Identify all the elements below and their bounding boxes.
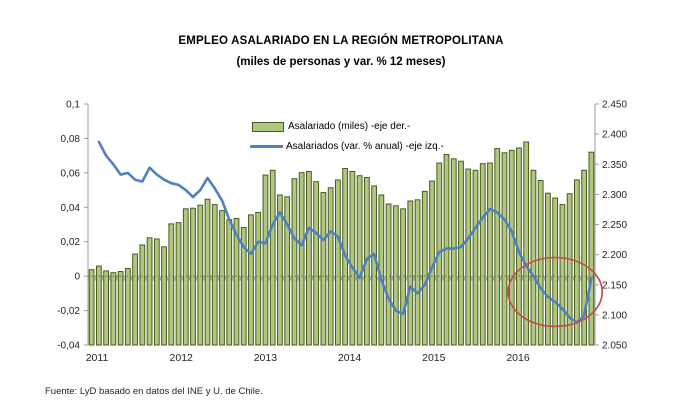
bar [146,237,153,346]
year-label: 2014 [338,352,362,364]
bar [494,148,501,346]
right-axis-label: 2.200 [602,250,627,261]
legend-item-line-series: Asalariados (var. % anual) -eje izq.- [250,141,444,152]
bar [124,267,131,346]
bar [197,204,204,346]
bar [356,175,363,346]
bar [581,169,588,346]
bar [139,244,146,346]
left-axis-label: -0,02 [57,306,80,317]
bar [291,178,298,346]
bar [117,270,124,346]
bar [161,246,167,346]
bar [545,192,551,346]
year-label: 2013 [254,352,278,364]
bar [501,152,508,346]
bar [421,190,428,346]
right-axis-label: 2.150 [602,280,627,291]
bar [552,197,559,346]
bar [306,170,312,346]
right-axis-label: 2.450 [602,100,627,111]
bar [479,163,486,346]
bar [269,169,276,346]
bar [385,203,392,346]
bar [204,198,211,346]
bar [95,265,102,346]
right-axis-label: 2.100 [602,310,627,321]
bar [472,169,479,346]
chart-subtitle: (miles de personas y var. % 12 meses) [236,56,446,68]
bar [530,169,537,346]
bar [255,211,262,346]
year-label: 2016 [506,352,530,364]
left-axis-label: -0,04 [57,341,80,352]
chart-title: EMPLEO ASALARIADO EN LA REGIÓN METROPOLI… [178,35,504,47]
legend-item-bar-series: Asalariado (miles) -eje der.- [252,121,410,132]
bar [175,222,182,346]
bar [219,210,225,346]
bar [334,179,341,346]
bar [414,199,421,346]
bar [559,204,566,346]
bar [182,208,189,346]
bar [588,151,595,346]
bar [132,253,138,346]
bar-series-swatch-icon [252,121,284,132]
bar [88,269,95,346]
bar [465,168,472,346]
bar [153,238,160,346]
year-label: 2012 [170,352,194,364]
left-axis-label: 0,08 [61,134,81,145]
right-axis-label: 2.300 [602,190,627,201]
bar [508,149,515,346]
year-label: 2011 [86,352,109,364]
left-axis-label: 0,06 [61,168,81,179]
bar [240,227,247,346]
bar [277,194,283,346]
left-axis-label: 0,02 [61,237,81,248]
legend-label-line-series: Asalariados (var. % anual) -eje izq.- [286,141,444,152]
bar [407,200,414,346]
bar [248,214,254,346]
bar [566,193,573,346]
bar [262,174,269,346]
year-label: 2015 [422,352,446,364]
bar [103,270,109,346]
bar [327,187,334,346]
bar [313,181,320,346]
line-series-swatch-icon [250,145,283,148]
bar [284,196,291,346]
bar [523,141,530,346]
right-axis-label: 2.400 [602,130,627,141]
left-axis-label: 0 [74,272,80,283]
bar [400,208,406,346]
bar [450,158,457,346]
bar [458,160,464,346]
bar [226,219,233,346]
left-axis-label: 0,1 [66,100,80,111]
variation-line [97,140,593,324]
bar [392,205,399,346]
bar [487,162,493,346]
left-axis-label: 0,04 [61,203,81,214]
legend-label-bar-series: Asalariado (miles) -eje der.- [288,121,411,132]
bar [211,204,218,346]
right-axis-label: 2.050 [602,341,627,352]
bar [233,217,240,346]
highlight-ellipse [507,256,604,328]
bar [349,170,356,346]
bar [298,172,305,346]
bar [537,180,544,346]
bar [168,223,175,346]
bar [110,272,117,346]
right-axis-label: 2.250 [602,220,627,231]
bar [320,192,327,346]
source-note: Fuente: LyD basado en datos del INE y U.… [45,386,263,397]
right-axis-label: 2.350 [602,160,627,171]
bar [371,185,377,346]
